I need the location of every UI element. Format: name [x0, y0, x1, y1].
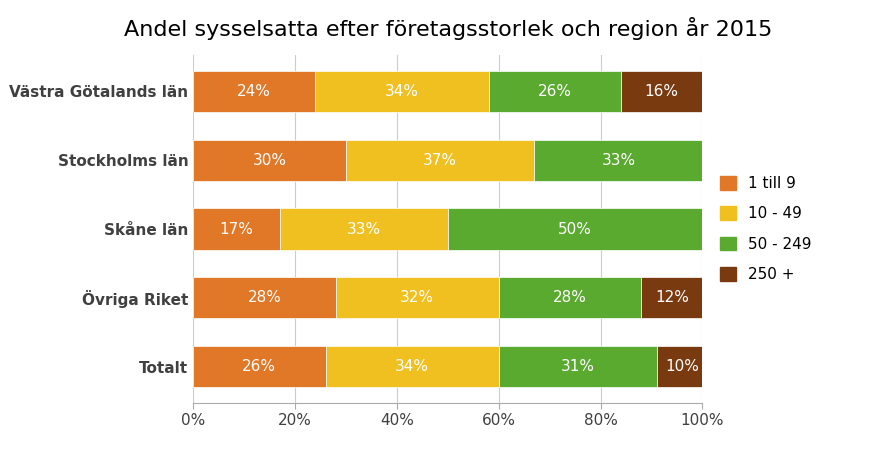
Text: 28%: 28%	[247, 290, 281, 305]
Bar	[656, 346, 707, 387]
Text: 28%: 28%	[553, 290, 586, 305]
Text: 12%: 12%	[654, 290, 688, 305]
Bar	[498, 277, 640, 318]
Bar	[498, 346, 656, 387]
Bar	[315, 71, 488, 112]
Text: 34%: 34%	[395, 359, 429, 374]
Bar	[193, 140, 346, 181]
Text: 50%: 50%	[558, 222, 591, 236]
Bar	[193, 208, 280, 250]
Bar	[447, 208, 702, 250]
Bar	[280, 208, 447, 250]
Text: 31%: 31%	[560, 359, 594, 374]
Text: 32%: 32%	[400, 290, 434, 305]
Text: 37%: 37%	[423, 153, 457, 168]
Text: 24%: 24%	[237, 84, 271, 99]
Text: 17%: 17%	[219, 222, 253, 236]
Bar	[193, 277, 335, 318]
Text: 26%: 26%	[242, 359, 276, 374]
Bar	[534, 140, 702, 181]
Bar	[346, 140, 534, 181]
Text: 26%: 26%	[537, 84, 571, 99]
Text: 33%: 33%	[346, 222, 381, 236]
Text: 34%: 34%	[384, 84, 418, 99]
Bar	[193, 346, 325, 387]
Bar	[325, 346, 498, 387]
Text: 33%: 33%	[601, 153, 635, 168]
Legend: 1 till 9, 10 - 49, 50 - 249, 250 +: 1 till 9, 10 - 49, 50 - 249, 250 +	[719, 176, 810, 282]
Bar	[335, 277, 498, 318]
Text: 16%: 16%	[644, 84, 678, 99]
Bar	[620, 71, 702, 112]
Bar	[488, 71, 620, 112]
Bar	[640, 277, 702, 318]
Title: Andel sysselsatta efter företagsstorlek och region år 2015: Andel sysselsatta efter företagsstorlek …	[124, 16, 771, 39]
Text: 30%: 30%	[253, 153, 286, 168]
Bar	[193, 71, 315, 112]
Text: 10%: 10%	[665, 359, 698, 374]
